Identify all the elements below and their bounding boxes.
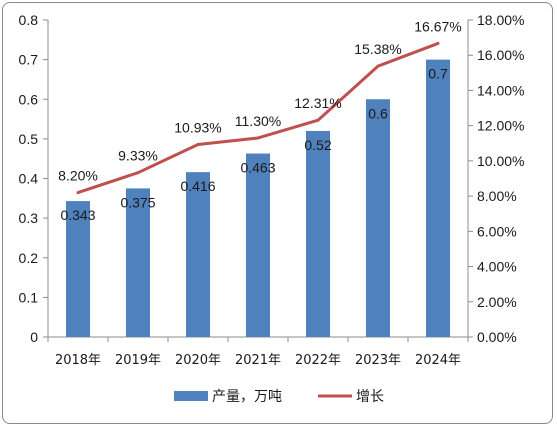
x-category-label: 2022年 <box>295 353 341 368</box>
growth-value-label: 9.33% <box>118 148 158 164</box>
growth-point-2024年 <box>436 41 440 45</box>
bar-2022年 <box>306 130 330 337</box>
legend-bar-label: 产量，万吨 <box>212 389 282 405</box>
growth-point-2019年 <box>136 171 140 175</box>
y-left-tick-label: 0.4 <box>19 171 39 187</box>
x-category-label: 2024年 <box>415 353 461 368</box>
growth-point-2020年 <box>196 143 200 147</box>
x-category-label: 2020年 <box>175 353 221 368</box>
growth-value-label: 15.38% <box>354 41 401 57</box>
growth-point-2022年 <box>316 118 320 122</box>
growth-point-2018年 <box>76 191 80 195</box>
x-category-label: 2018年 <box>55 353 101 368</box>
growth-value-label: 10.93% <box>174 120 221 136</box>
y-left-tick-label: 0.2 <box>19 250 39 266</box>
x-category-label: 2023年 <box>355 353 401 368</box>
bar-2023年 <box>366 99 390 337</box>
y-left-tick-label: 0.6 <box>19 91 39 107</box>
y-left-tick-label: 0.3 <box>19 210 39 226</box>
growth-value-label: 11.30% <box>235 113 281 129</box>
growth-value-label: 16.67% <box>414 18 461 34</box>
bar-value-label: 0.7 <box>428 66 448 82</box>
x-category-label: 2019年 <box>115 353 161 368</box>
legend-line-label: 增长 <box>356 389 384 405</box>
y-right-tick-label: 8.00% <box>477 188 517 204</box>
y-left-tick-label: 0.8 <box>19 12 39 28</box>
bar-2024年 <box>426 59 450 337</box>
bar-value-label: 0.463 <box>240 160 275 176</box>
y-right-tick-label: 6.00% <box>477 223 517 239</box>
y-left-tick-label: 0 <box>30 329 38 345</box>
growth-point-2021年 <box>256 136 260 140</box>
y-left-tick-label: 0.7 <box>19 52 39 68</box>
y-right-tick-label: 12.00% <box>477 118 524 134</box>
legend-bar-swatch <box>174 391 208 401</box>
bar-value-label: 0.52 <box>304 137 331 153</box>
y-right-tick-label: 18.00% <box>477 12 524 28</box>
y-right-tick-label: 0.00% <box>477 329 517 345</box>
bar-value-label: 0.375 <box>120 194 155 210</box>
bar-value-label: 0.6 <box>368 105 388 121</box>
y-right-tick-label: 2.00% <box>477 294 517 310</box>
growth-value-label: 12.31% <box>294 95 341 111</box>
chart-frame <box>2 2 553 424</box>
y-right-tick-label: 10.00% <box>477 153 524 169</box>
growth-value-label: 8.20% <box>58 168 98 184</box>
bar-2020年 <box>186 172 210 337</box>
bar-2021年 <box>246 153 270 337</box>
bar-2018年 <box>66 201 90 337</box>
bar-value-label: 0.416 <box>180 178 215 194</box>
y-left-tick-label: 0.5 <box>19 131 39 147</box>
bar-value-label: 0.343 <box>60 207 95 223</box>
y-left-tick-label: 0.1 <box>19 289 39 305</box>
bar-2019年 <box>126 188 150 337</box>
y-right-tick-label: 16.00% <box>477 47 524 63</box>
x-category-label: 2021年 <box>235 353 281 368</box>
y-right-tick-label: 14.00% <box>477 82 524 98</box>
y-right-tick-label: 4.00% <box>477 259 517 275</box>
growth-point-2023年 <box>376 64 380 68</box>
